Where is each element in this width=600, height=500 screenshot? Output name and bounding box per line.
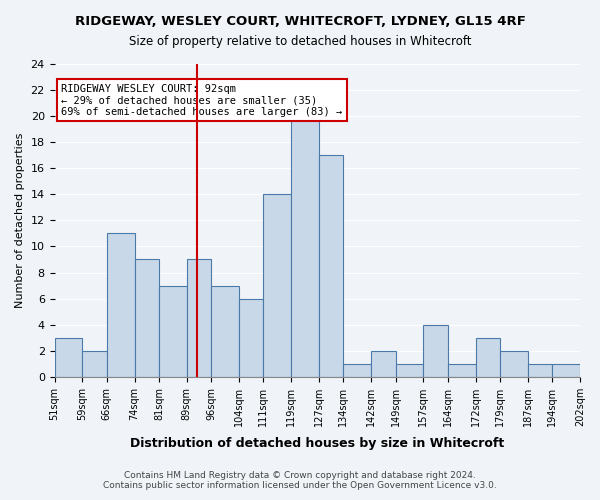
- Bar: [55, 338, 82, 377]
- Bar: [211, 286, 239, 377]
- Bar: [476, 338, 500, 377]
- Text: Contains HM Land Registry data © Crown copyright and database right 2024.
Contai: Contains HM Land Registry data © Crown c…: [103, 470, 497, 490]
- Bar: [371, 350, 395, 377]
- Bar: [239, 298, 263, 377]
- Bar: [134, 260, 159, 377]
- X-axis label: Distribution of detached houses by size in Whitecroft: Distribution of detached houses by size …: [130, 437, 505, 450]
- Bar: [448, 364, 476, 377]
- Bar: [552, 364, 580, 377]
- Bar: [291, 116, 319, 377]
- Bar: [528, 364, 552, 377]
- Text: Size of property relative to detached houses in Whitecroft: Size of property relative to detached ho…: [129, 35, 471, 48]
- Bar: [107, 234, 134, 377]
- Bar: [159, 286, 187, 377]
- Bar: [424, 324, 448, 377]
- Bar: [395, 364, 424, 377]
- Bar: [343, 364, 371, 377]
- Bar: [82, 350, 107, 377]
- Bar: [187, 260, 211, 377]
- Text: RIDGEWAY WESLEY COURT: 92sqm
← 29% of detached houses are smaller (35)
69% of se: RIDGEWAY WESLEY COURT: 92sqm ← 29% of de…: [61, 84, 343, 116]
- Bar: [319, 155, 343, 377]
- Text: RIDGEWAY, WESLEY COURT, WHITECROFT, LYDNEY, GL15 4RF: RIDGEWAY, WESLEY COURT, WHITECROFT, LYDN…: [74, 15, 526, 28]
- Bar: [263, 194, 291, 377]
- Y-axis label: Number of detached properties: Number of detached properties: [15, 132, 25, 308]
- Bar: [500, 350, 528, 377]
